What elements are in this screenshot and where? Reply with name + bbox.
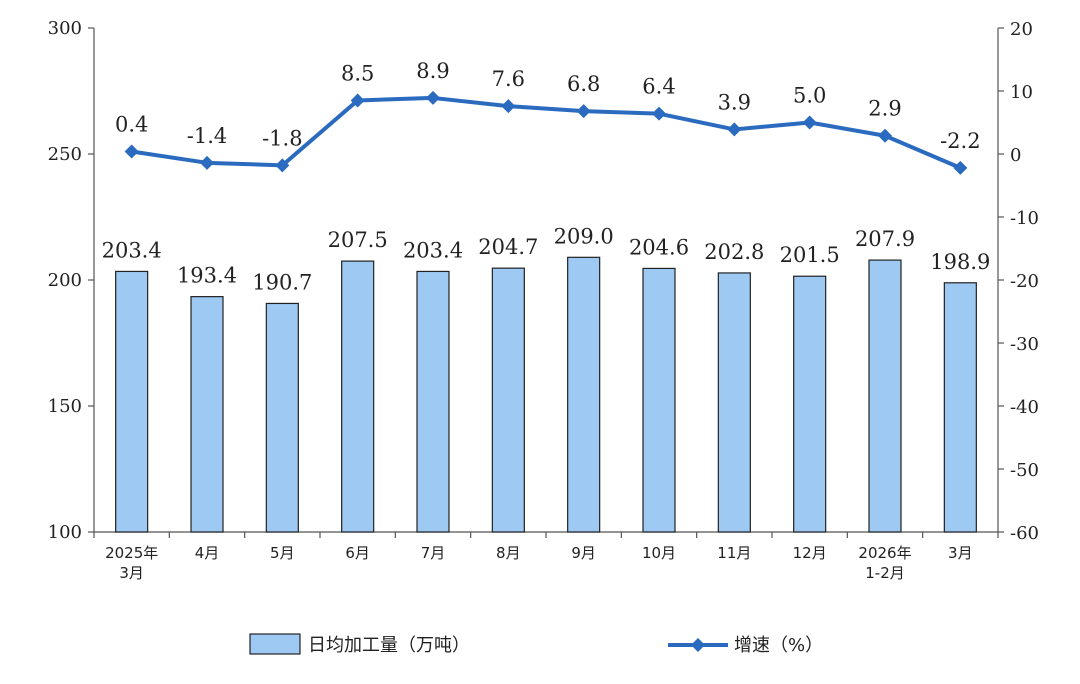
line-data-label: 8.5 [341, 61, 374, 85]
bar-data-label: 207.9 [855, 227, 915, 251]
x-tick-label: 11月 [717, 544, 751, 562]
line-series [124, 90, 968, 175]
x-tick-label: 3月 [119, 564, 144, 582]
x-tick-label: 10月 [642, 544, 676, 562]
x-tick-label: 2026年 [858, 544, 911, 562]
right-tick-label: 10 [1010, 82, 1033, 103]
bar [491, 267, 525, 533]
line-data-label: 3.9 [718, 90, 751, 114]
axes: 100 150 200 250 300 -60 -50 -40 -30 -20 -10 0 10 20 20… [48, 18, 1039, 582]
left-tick-label: 300 [48, 18, 82, 39]
right-tick-label: -60 [1010, 523, 1039, 544]
line-point [426, 90, 440, 105]
line-data-label: 0.4 [115, 112, 148, 136]
right-tick-label: -40 [1010, 397, 1039, 418]
line-point [576, 104, 591, 119]
left-tick-label: 150 [48, 396, 82, 417]
right-tick-label: -30 [1010, 334, 1039, 355]
legend-line-label: 增速（%） [734, 635, 823, 656]
line-point [200, 155, 214, 170]
line-data-label: 8.9 [416, 59, 449, 83]
line-data-label: -2.2 [940, 129, 981, 153]
bar [642, 267, 676, 533]
right-tick-label: -10 [1010, 208, 1039, 229]
bar-series [115, 256, 977, 533]
legend: 日均加工量（万吨） 增速（%） [249, 633, 823, 656]
bar [943, 282, 977, 533]
legend-bar-label: 日均加工量（万吨） [308, 635, 470, 656]
right-tick-label: 20 [1010, 19, 1033, 40]
line-data-label: -1.8 [262, 126, 303, 150]
line-point [350, 93, 365, 108]
bar [115, 270, 149, 533]
line-point [275, 158, 290, 173]
right-tick-label: -20 [1010, 271, 1039, 292]
line-point [878, 128, 892, 143]
bar-data-label: 190.7 [252, 270, 312, 294]
growth-line [131, 95, 962, 170]
bar [717, 272, 751, 533]
left-tick-label: 100 [48, 522, 82, 543]
legend-line-marker [691, 638, 705, 652]
line-data-label: 5.0 [793, 84, 826, 108]
bar [265, 302, 299, 533]
left-tick-label: 250 [48, 144, 82, 165]
x-tick-label: 6月 [345, 544, 370, 562]
bar-data-label: 203.4 [102, 238, 162, 262]
x-tick-label: 8月 [496, 544, 521, 562]
bar [416, 270, 450, 533]
right-tick-label: 0 [1010, 145, 1021, 166]
bar-data-label: 207.5 [328, 228, 388, 252]
line-point [802, 115, 817, 130]
bar-data-label: 198.9 [930, 250, 990, 274]
right-tick-label: -50 [1010, 460, 1039, 481]
x-tick-label: 4月 [195, 544, 220, 562]
x-tick-label: 3月 [948, 544, 973, 562]
line-point [652, 106, 666, 121]
line-data-label: -1.4 [187, 124, 228, 148]
line-data-label: 2.9 [868, 97, 901, 121]
line-point [727, 122, 742, 137]
bar [341, 260, 375, 533]
data-labels: 203.4 193.4 190.7 207.5 203.4 204.7 209.0 204.6… [102, 59, 991, 295]
x-tick-label: 7月 [421, 544, 446, 562]
line-data-label: 6.8 [567, 72, 600, 96]
bar-data-label: 203.4 [403, 238, 463, 262]
x-tick-label: 1-2月 [865, 564, 905, 582]
x-tick-label: 5月 [270, 544, 295, 562]
legend-bar-swatch [249, 633, 301, 655]
bar-data-label: 201.5 [780, 243, 840, 267]
bar-data-label: 209.0 [554, 224, 614, 248]
x-tick-label: 2025年 [105, 544, 158, 562]
line-point [124, 144, 139, 159]
x-tick-label: 9月 [571, 544, 596, 562]
line-point [501, 99, 516, 114]
bar-data-label: 202.8 [704, 240, 764, 264]
bar [793, 275, 827, 533]
bar [190, 296, 224, 533]
bar [567, 256, 601, 533]
line-data-label: 6.4 [642, 75, 675, 99]
line-point [953, 160, 968, 175]
left-tick-label: 200 [48, 270, 82, 291]
x-tick-label: 12月 [793, 544, 827, 562]
line-data-label: 7.6 [492, 67, 525, 91]
bar [868, 259, 902, 533]
bar-data-label: 204.6 [629, 235, 689, 259]
bar-data-label: 193.4 [177, 264, 237, 288]
bar-data-label: 204.7 [478, 235, 538, 259]
